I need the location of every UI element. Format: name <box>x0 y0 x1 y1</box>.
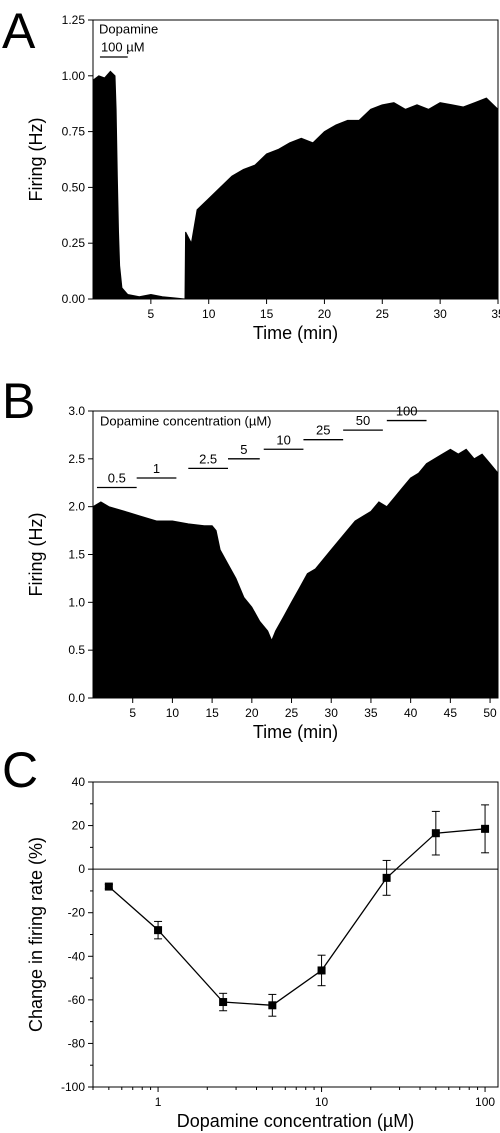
y-tick-label: 1.25 <box>62 13 86 27</box>
application-label: 50 <box>356 413 370 428</box>
data-point <box>219 998 228 1007</box>
x-tick-label: 30 <box>325 706 339 720</box>
y-tick-label: 1.00 <box>62 69 86 83</box>
x-axis-label: Time (min) <box>253 323 338 343</box>
y-tick-label: 1.0 <box>68 595 85 609</box>
x-tick-label: 10 <box>202 307 216 321</box>
y-tick-label: 0.5 <box>68 643 85 657</box>
x-axis-label: Dopamine concentration (µM) <box>177 1111 414 1131</box>
x-tick-label: 5 <box>148 307 155 321</box>
y-tick-label: 2.5 <box>68 452 85 466</box>
x-tick-label: 10 <box>166 706 180 720</box>
application-label: 25 <box>316 423 330 438</box>
data-point <box>104 882 113 891</box>
data-point <box>431 829 440 838</box>
x-tick-label: 15 <box>205 706 219 720</box>
data-point <box>268 1001 277 1010</box>
panel-letter: B <box>2 373 35 429</box>
y-tick-label: -60 <box>68 993 86 1007</box>
x-tick-label: 50 <box>483 706 497 720</box>
x-tick-label: 5 <box>129 706 136 720</box>
plot-frame-2 <box>92 781 499 1088</box>
x-tick-label: 25 <box>285 706 299 720</box>
y-tick-label: 0.50 <box>62 180 86 194</box>
y-tick-label: 2.0 <box>68 500 85 514</box>
data-point <box>317 966 326 975</box>
x-tick-label: 10 <box>315 1095 329 1109</box>
application-label: 1 <box>153 461 160 476</box>
firing-trace-area <box>92 448 499 699</box>
y-axis-label: Change in firing rate (%) <box>26 837 46 1032</box>
y-tick-label: 40 <box>72 775 86 789</box>
application-label: 100 <box>396 404 418 419</box>
firing-trace-area <box>92 70 499 300</box>
drug-annotation: Dopamine concentration (µM) <box>100 414 272 429</box>
x-tick-label: 15 <box>260 307 274 321</box>
x-tick-label: 40 <box>404 706 418 720</box>
y-tick-label: 3.0 <box>68 404 85 418</box>
application-label: 2.5 <box>199 451 217 466</box>
application-label: 100 µM <box>101 40 145 55</box>
y-axis-label: Firing (Hz) <box>26 513 46 597</box>
x-tick-label: 1 <box>155 1095 162 1109</box>
panel-letter: C <box>2 742 38 798</box>
application-label: 5 <box>240 442 247 457</box>
y-tick-label: 0.75 <box>62 125 86 139</box>
data-point <box>481 824 490 833</box>
x-tick-label: 20 <box>245 706 259 720</box>
x-tick-label: 45 <box>444 706 458 720</box>
x-axis-label: Time (min) <box>253 722 338 742</box>
x-tick-label: 35 <box>491 307 500 321</box>
y-tick-label: -20 <box>68 906 86 920</box>
y-axis-label: Firing (Hz) <box>26 118 46 202</box>
series-line <box>108 828 486 1006</box>
y-tick-label: 0.00 <box>62 292 86 306</box>
y-tick-label: 20 <box>72 819 86 833</box>
y-tick-label: -80 <box>68 1036 86 1050</box>
x-tick-label: 30 <box>433 307 447 321</box>
drug-annotation: Dopamine <box>99 22 158 37</box>
application-label: 10 <box>276 432 290 447</box>
y-tick-label: 1.5 <box>68 548 85 562</box>
x-tick-label: 20 <box>318 307 332 321</box>
y-tick-label: 0 <box>78 862 85 876</box>
data-point <box>154 926 163 935</box>
x-tick-label: 100 <box>475 1095 495 1109</box>
y-tick-label: 0.25 <box>62 236 86 250</box>
application-label: 0.5 <box>108 471 126 486</box>
x-tick-label: 25 <box>376 307 390 321</box>
y-tick-label: -100 <box>61 1080 85 1094</box>
plot-frame-0 <box>92 19 499 300</box>
panel-letter: A <box>2 3 36 59</box>
y-tick-label: 0.0 <box>68 691 85 705</box>
x-tick-label: 35 <box>364 706 378 720</box>
y-tick-label: -40 <box>68 949 86 963</box>
data-point <box>382 873 391 882</box>
